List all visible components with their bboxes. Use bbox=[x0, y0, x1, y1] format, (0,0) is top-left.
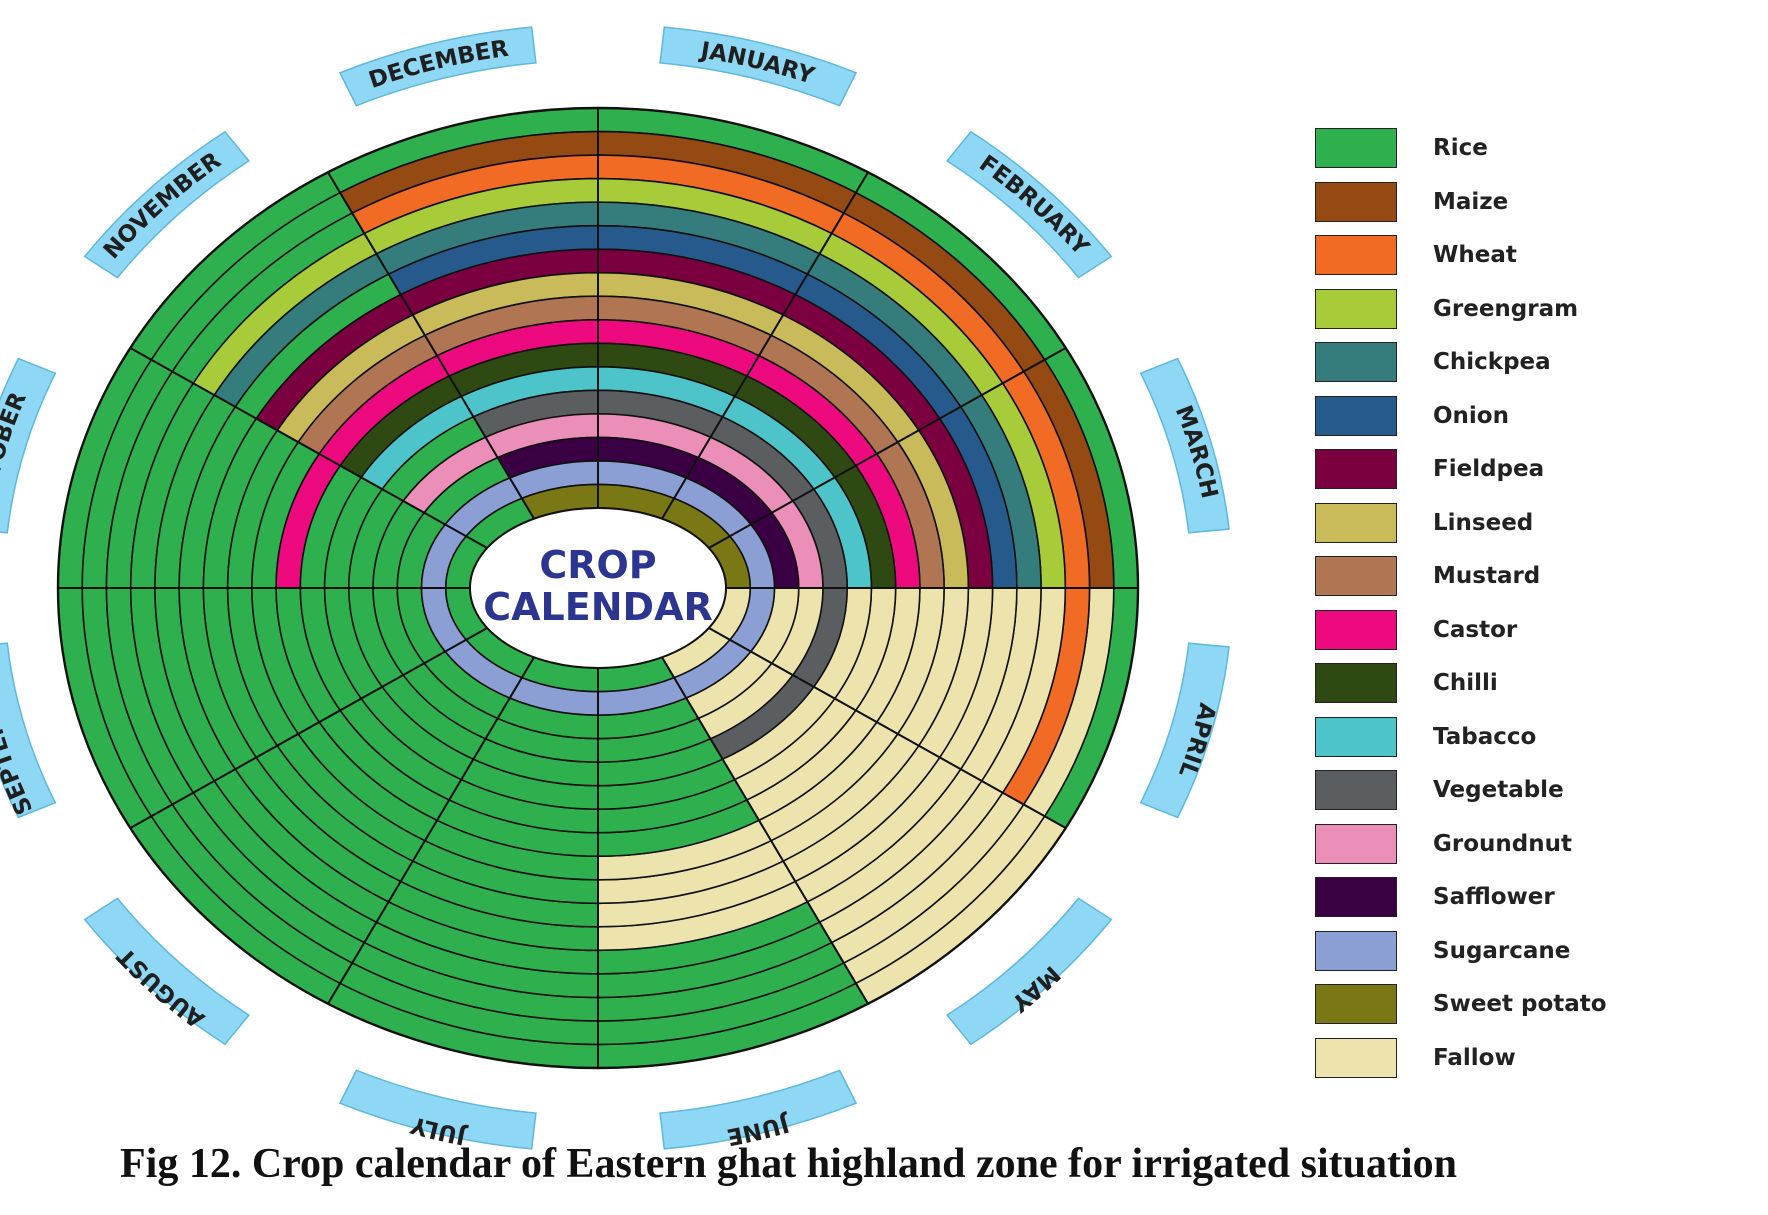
legend-item: Wheat bbox=[1315, 235, 1735, 289]
legend-label: Greengram bbox=[1433, 295, 1579, 322]
legend-item: Castor bbox=[1315, 609, 1735, 664]
month-tab bbox=[1139, 642, 1230, 819]
legend-swatch bbox=[1315, 984, 1397, 1024]
legend-item: Fallow bbox=[1315, 1037, 1735, 1092]
legend-swatch bbox=[1315, 235, 1397, 275]
month-tab bbox=[83, 897, 250, 1046]
legend-item: Vegetable bbox=[1315, 770, 1735, 824]
legend-label: Rice bbox=[1433, 135, 1488, 161]
legend-item: Linseed bbox=[1315, 502, 1735, 557]
legend-swatch bbox=[1315, 663, 1397, 703]
legend-label: Fallow bbox=[1433, 1044, 1516, 1071]
month-divider bbox=[661, 656, 869, 1005]
legend-swatch bbox=[1315, 342, 1397, 382]
legend-swatch bbox=[1315, 181, 1397, 222]
legend-item: Greengram bbox=[1315, 288, 1735, 343]
legend-swatch bbox=[1315, 1037, 1397, 1078]
legend-item: Chickpea bbox=[1315, 342, 1735, 396]
month-divider bbox=[327, 656, 535, 1005]
legend-swatch bbox=[1315, 930, 1397, 971]
month-tab bbox=[0, 642, 57, 819]
legend-label: Wheat bbox=[1433, 242, 1517, 268]
month-tab bbox=[946, 130, 1113, 279]
legend-item: Mustard bbox=[1315, 556, 1735, 610]
month-dividers bbox=[58, 108, 1138, 1068]
legend-swatch bbox=[1315, 823, 1397, 864]
center-label-line: CALENDAR bbox=[483, 585, 712, 629]
legend-label: Chilli bbox=[1433, 670, 1498, 696]
month-divider bbox=[129, 347, 488, 549]
legend-swatch bbox=[1315, 502, 1397, 543]
month-tab bbox=[338, 1069, 537, 1150]
legend-item: Chilli bbox=[1315, 663, 1735, 717]
month-label: FEBRUARY bbox=[974, 151, 1094, 261]
legend-label: Groundnut bbox=[1433, 830, 1572, 857]
legend-label: Safflower bbox=[1433, 884, 1555, 910]
month-label: NOVEMBER bbox=[99, 147, 226, 264]
legend-item: Sugarcane bbox=[1315, 930, 1735, 985]
legend-swatch bbox=[1315, 770, 1397, 810]
legend-label: Vegetable bbox=[1433, 777, 1564, 803]
legend-item: Safflower bbox=[1315, 877, 1735, 931]
legend-swatch bbox=[1315, 716, 1397, 757]
legend-item: Rice bbox=[1315, 128, 1735, 182]
legend-swatch bbox=[1315, 288, 1397, 329]
legend-item: Fieldpea bbox=[1315, 449, 1735, 503]
legend: Rice Maize Wheat Greengram Chickpea Onion Fiel… bbox=[1315, 128, 1735, 1091]
legend-label: Onion bbox=[1433, 402, 1509, 429]
legend-item: Groundnut bbox=[1315, 823, 1735, 878]
legend-item: Sweet potato bbox=[1315, 984, 1735, 1038]
legend-swatch bbox=[1315, 395, 1397, 436]
month-tab bbox=[659, 26, 858, 107]
legend-swatch bbox=[1315, 128, 1397, 168]
legend-label: Mustard bbox=[1433, 563, 1541, 589]
center-label-line: CROP bbox=[539, 543, 656, 587]
month-tab bbox=[338, 26, 537, 107]
legend-label: Tabacco bbox=[1433, 723, 1537, 750]
legend-label: Maize bbox=[1433, 188, 1509, 215]
legend-swatch bbox=[1315, 609, 1397, 650]
month-tab bbox=[659, 1069, 858, 1150]
month-tab bbox=[0, 357, 57, 534]
month-tab bbox=[946, 897, 1113, 1046]
legend-label: Fieldpea bbox=[1433, 456, 1545, 482]
month-divider bbox=[708, 347, 1067, 549]
month-divider bbox=[661, 171, 869, 520]
legend-label: Linseed bbox=[1433, 509, 1534, 536]
figure-caption: Fig 12. Crop calendar of Eastern ghat hi… bbox=[120, 1141, 1458, 1187]
month-divider bbox=[708, 627, 1067, 829]
month-tab bbox=[83, 130, 250, 279]
legend-item: Tabacco bbox=[1315, 716, 1735, 771]
legend-label: Sugarcane bbox=[1433, 937, 1571, 964]
legend-label: Chickpea bbox=[1433, 349, 1551, 375]
month-divider bbox=[129, 627, 488, 829]
month-tab bbox=[1139, 357, 1230, 534]
legend-item: Onion bbox=[1315, 395, 1735, 450]
legend-item: Maize bbox=[1315, 181, 1735, 236]
legend-swatch bbox=[1315, 449, 1397, 489]
legend-label: Sweet potato bbox=[1433, 991, 1607, 1017]
month-divider bbox=[327, 171, 535, 520]
legend-swatch bbox=[1315, 556, 1397, 596]
legend-swatch bbox=[1315, 877, 1397, 917]
legend-label: Castor bbox=[1433, 616, 1518, 643]
